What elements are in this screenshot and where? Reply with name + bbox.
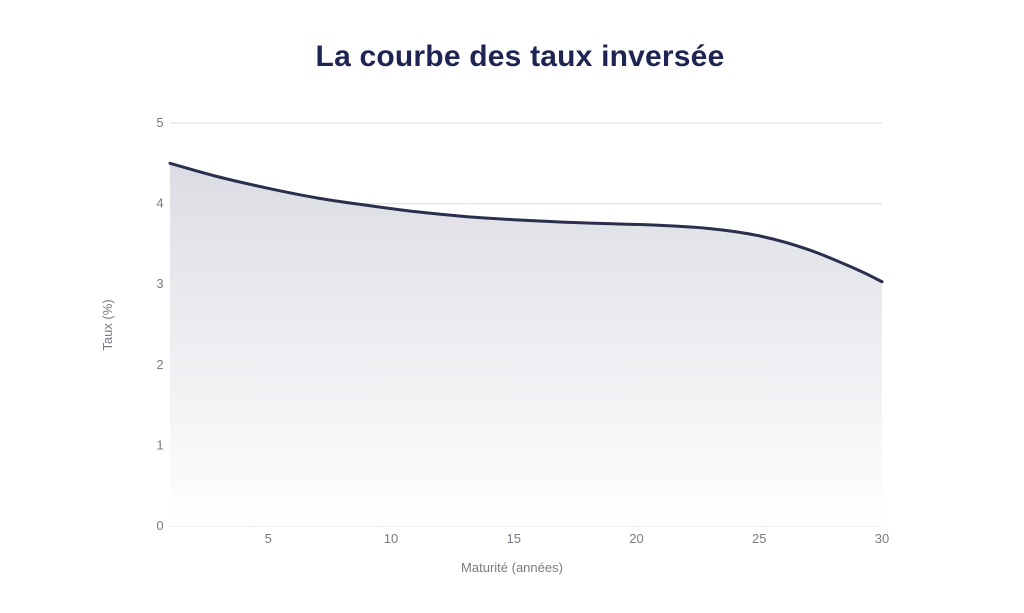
x-tick-label: 10 [384,531,398,546]
series-line [168,161,884,284]
x-axis-label: Maturité (années) [461,560,563,575]
x-tick-label: 5 [265,531,272,546]
x-tick-labels: 5 10 15 20 25 30 [265,531,890,546]
y-axis-label: Taux (%) [100,299,115,350]
y-tick-label: 3 [156,276,163,291]
y-tick-label: 0 [156,518,163,533]
y-tick-label: 1 [156,437,163,452]
x-tick-label: 20 [629,531,643,546]
x-tick-label: 25 [752,531,766,546]
y-tick-label: 5 [156,115,163,130]
x-tick-label: 30 [875,531,889,546]
area-fill [170,163,882,527]
y-tick-label: 2 [156,357,163,372]
x-tick-label: 15 [506,531,520,546]
y-tick-labels: 0 1 2 3 4 5 [156,115,163,533]
chart-title: La courbe des taux inversée [315,40,725,73]
y-tick-label: 4 [156,196,163,211]
